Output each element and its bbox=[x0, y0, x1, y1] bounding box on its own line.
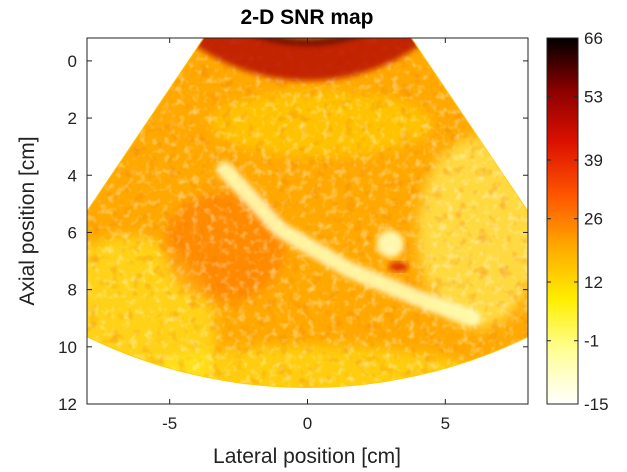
colorbar-tick-label: 12 bbox=[584, 273, 603, 292]
colorbar-tick-label: -15 bbox=[584, 395, 609, 414]
near-field-band bbox=[110, 38, 505, 81]
y-tick-label: 4 bbox=[68, 166, 77, 185]
colorbar-ticks: 66 53 39 26 12 -1 -15 bbox=[547, 29, 609, 414]
y-tick-label: 10 bbox=[58, 338, 77, 357]
lesion-feature bbox=[376, 230, 404, 258]
colorbar-tick-label: 53 bbox=[584, 88, 603, 107]
colorbar-tick-label: 66 bbox=[584, 29, 603, 48]
y-axis-label: Axial position [cm] bbox=[16, 136, 39, 305]
sector-edge bbox=[87, 38, 528, 388]
x-axis-label: Lateral position [cm] bbox=[213, 445, 401, 468]
vessel-core bbox=[222, 167, 476, 321]
x-tick-label: 0 bbox=[303, 414, 312, 433]
plot-area: -5 0 5 0 2 4 6 8 10 12 bbox=[58, 37, 529, 433]
x-axis: -5 0 5 bbox=[162, 38, 450, 433]
colorbar-tick-label: -1 bbox=[584, 332, 599, 351]
y-tick-label: 8 bbox=[68, 281, 77, 300]
chart-title: 2-D SNR map bbox=[240, 6, 373, 29]
y-tick-label: 12 bbox=[58, 395, 77, 414]
colorbar: 66 53 39 26 12 -1 -15 bbox=[546, 29, 609, 414]
colorbar-tick-label: 39 bbox=[584, 151, 603, 170]
lesion-shadow bbox=[388, 261, 409, 272]
x-tick-label: -5 bbox=[162, 414, 177, 433]
y-tick-label: 2 bbox=[68, 109, 77, 128]
colorbar-tick-label: 26 bbox=[584, 210, 603, 229]
y-tick-label: 0 bbox=[68, 52, 77, 71]
y-tick-label: 6 bbox=[68, 223, 77, 242]
colorbar-gradient bbox=[546, 37, 579, 405]
x-tick-label: 5 bbox=[441, 414, 450, 433]
y-axis: 0 2 4 6 8 10 12 bbox=[58, 52, 528, 414]
